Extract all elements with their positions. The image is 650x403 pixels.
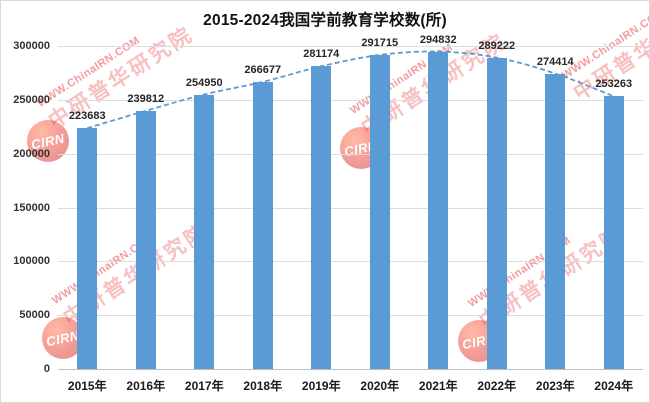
bar-2020年 xyxy=(369,54,390,369)
y-axis-tick-label: 100000 xyxy=(13,255,50,268)
y-axis-tick-label: 200000 xyxy=(13,147,50,160)
bar-value-label: 294832 xyxy=(419,33,457,46)
bar-value-label: 274414 xyxy=(536,55,574,68)
bar-value-label: 281174 xyxy=(303,48,340,61)
gridline xyxy=(58,315,643,317)
y-axis-tick-label: 300000 xyxy=(13,40,50,52)
bar-value-label: 291715 xyxy=(361,36,399,49)
x-axis-tick-label: 2017年 xyxy=(184,379,224,393)
bar-2018年 xyxy=(252,81,273,369)
x-axis-tick-label: 2019年 xyxy=(301,379,341,393)
bar-2017年 xyxy=(194,94,215,369)
y-axis-tick-label: 0 xyxy=(43,363,50,375)
gridline xyxy=(58,46,643,47)
x-axis-tick-label: 2015年 xyxy=(67,379,107,393)
bar-value-label: 289222 xyxy=(478,39,516,52)
y-axis-tick-label: 150000 xyxy=(13,201,50,214)
bar-2016年 xyxy=(135,110,156,369)
y-axis-tick-label: 50000 xyxy=(19,309,50,322)
x-axis-tick-label: 2020年 xyxy=(360,379,400,393)
bar-2015年 xyxy=(77,128,98,369)
bar-value-label: 253263 xyxy=(595,78,633,91)
bar-2023年 xyxy=(545,73,566,369)
chart-title: 2015-2024我国学前教育学校数(所) xyxy=(203,12,447,29)
bar-value-label: 239812 xyxy=(127,92,165,105)
x-axis-tick-label: 2022年 xyxy=(477,379,517,393)
x-axis-line xyxy=(58,369,643,370)
bar-value-label: 223683 xyxy=(68,110,106,123)
gridline xyxy=(58,207,643,209)
bar-2021年 xyxy=(428,51,449,369)
bar-2024年 xyxy=(603,96,624,369)
y-axis-tick-label: 250000 xyxy=(13,93,50,106)
bar-2022年 xyxy=(486,57,507,369)
bar-value-label: 254950 xyxy=(185,76,223,89)
x-axis-tick-label: 2024年 xyxy=(594,379,634,393)
x-axis-tick-label: 2021年 xyxy=(418,379,458,393)
bar-2019年 xyxy=(311,66,332,369)
gridline xyxy=(58,261,643,263)
bar-value-label: 266677 xyxy=(244,63,282,76)
x-axis-tick-label: 2023年 xyxy=(535,379,575,393)
x-axis-tick-label: 2016年 xyxy=(126,379,166,393)
x-axis-tick-label: 2018年 xyxy=(243,379,283,393)
